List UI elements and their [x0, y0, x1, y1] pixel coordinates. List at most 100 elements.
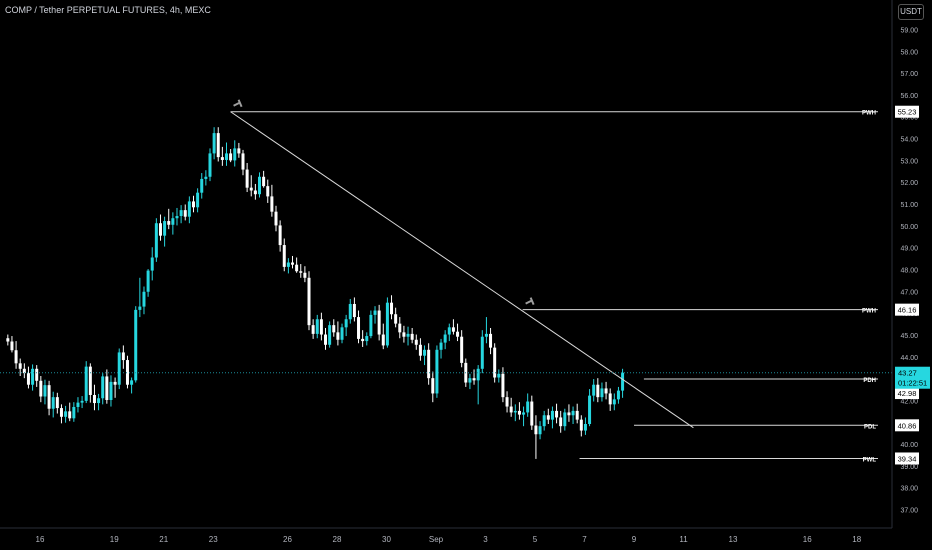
candle-body [208, 153, 212, 177]
candle-body [505, 397, 509, 407]
candle-body [167, 221, 171, 225]
candle-body [130, 380, 134, 385]
candle-body [621, 372, 625, 391]
candle-body [216, 133, 220, 158]
candle-body [472, 378, 476, 381]
current-price-value: 43.27 [898, 369, 917, 378]
candle-body [39, 380, 43, 397]
candle-body [64, 411, 68, 417]
candle-body [352, 303, 356, 318]
candle-body [550, 410, 554, 420]
candle-body [398, 323, 402, 333]
candle-body [357, 317, 361, 339]
candle-body [530, 401, 534, 426]
candle-body [443, 334, 447, 343]
time-axis[interactable]: 16 19 21 23 26 28 30 Sep 3 5 7 9 11 13 16 18 [36, 535, 862, 544]
price-badge-pdl [895, 419, 919, 432]
candle-body [493, 347, 497, 378]
price-tick-label: 40.00 [900, 442, 918, 449]
candle-body [394, 314, 398, 324]
candle-body [14, 350, 18, 364]
candle-body [435, 349, 439, 394]
candle-body [439, 342, 443, 350]
price-badge-value: 39.34 [898, 454, 917, 463]
candle-body [571, 410, 575, 416]
price-tick-label: 44.00 [900, 355, 918, 362]
candle-body [295, 264, 299, 272]
pivot-marker-icon [529, 297, 535, 306]
candle-body [365, 336, 369, 342]
candle-body [286, 262, 290, 267]
time-tick-label: 3 [483, 535, 488, 544]
candle-body [324, 334, 328, 345]
level-label-pwh: PWH [862, 309, 876, 315]
time-tick-label: 13 [729, 535, 738, 544]
level-label-pdl: PDL [864, 424, 876, 430]
candle-countdown: 01:22:51 [898, 379, 927, 388]
candle-body [183, 210, 187, 217]
candle-body [121, 352, 125, 361]
candle-body [55, 397, 59, 409]
candle-body [447, 327, 451, 335]
time-tick-label: 11 [679, 535, 688, 544]
time-tick-label: 19 [110, 535, 119, 544]
level-label-pdh: PDH [863, 378, 876, 384]
candle-body [146, 270, 150, 292]
pivot-marker-icon [237, 99, 243, 108]
candle-body [522, 412, 526, 415]
candle-body [142, 291, 146, 307]
candle-body [233, 148, 237, 161]
candle-body [588, 395, 592, 424]
candle-body [179, 210, 183, 217]
candle-body [72, 406, 76, 419]
candle-body [278, 225, 282, 246]
candle-body [608, 393, 612, 405]
pivot-marker-icon [525, 299, 533, 305]
candle-body [480, 336, 484, 369]
candle-body [10, 341, 14, 351]
candle-body [596, 384, 600, 398]
candle-body [385, 302, 389, 346]
candle-body [138, 306, 142, 310]
candle-body [377, 310, 381, 335]
price-tick-label: 49.00 [900, 246, 918, 253]
candle-body [191, 201, 195, 208]
candle-body [282, 245, 286, 267]
candle-body [270, 196, 274, 212]
candle-body [600, 388, 604, 398]
level-label-pwh: PWH [862, 111, 876, 117]
currency-button[interactable]: USDT [898, 4, 924, 20]
candle-body [517, 410, 521, 415]
candle-body [43, 385, 47, 397]
price-tick-label: 42.00 [900, 398, 918, 405]
candle-body [204, 176, 208, 179]
price-tick-label: 52.00 [900, 180, 918, 187]
candle-body [150, 257, 154, 271]
candle-body [575, 410, 579, 420]
pivot-marker-icon [233, 101, 241, 107]
candle-body [51, 397, 55, 409]
candle-body [319, 319, 323, 335]
price-tick-label: 47.00 [900, 289, 918, 296]
candle-body [406, 333, 410, 337]
candle-body [266, 186, 270, 197]
price-tick-label: 58.00 [900, 49, 918, 56]
candle-body [390, 302, 394, 315]
candle-body [237, 148, 241, 154]
price-badge-value: 46.16 [898, 306, 917, 315]
candle-body [361, 338, 365, 342]
candle-body [311, 325, 315, 334]
candle-body [328, 325, 332, 345]
candle-body [468, 378, 472, 383]
candle-body [274, 211, 278, 226]
candle-body [229, 153, 233, 161]
candle-body [253, 190, 257, 195]
candle-body [105, 376, 109, 400]
candle-body [154, 223, 158, 258]
price-tick-label: 48.00 [900, 268, 918, 275]
candle-body [31, 368, 35, 385]
price-tick-label: 59.00 [900, 27, 918, 34]
